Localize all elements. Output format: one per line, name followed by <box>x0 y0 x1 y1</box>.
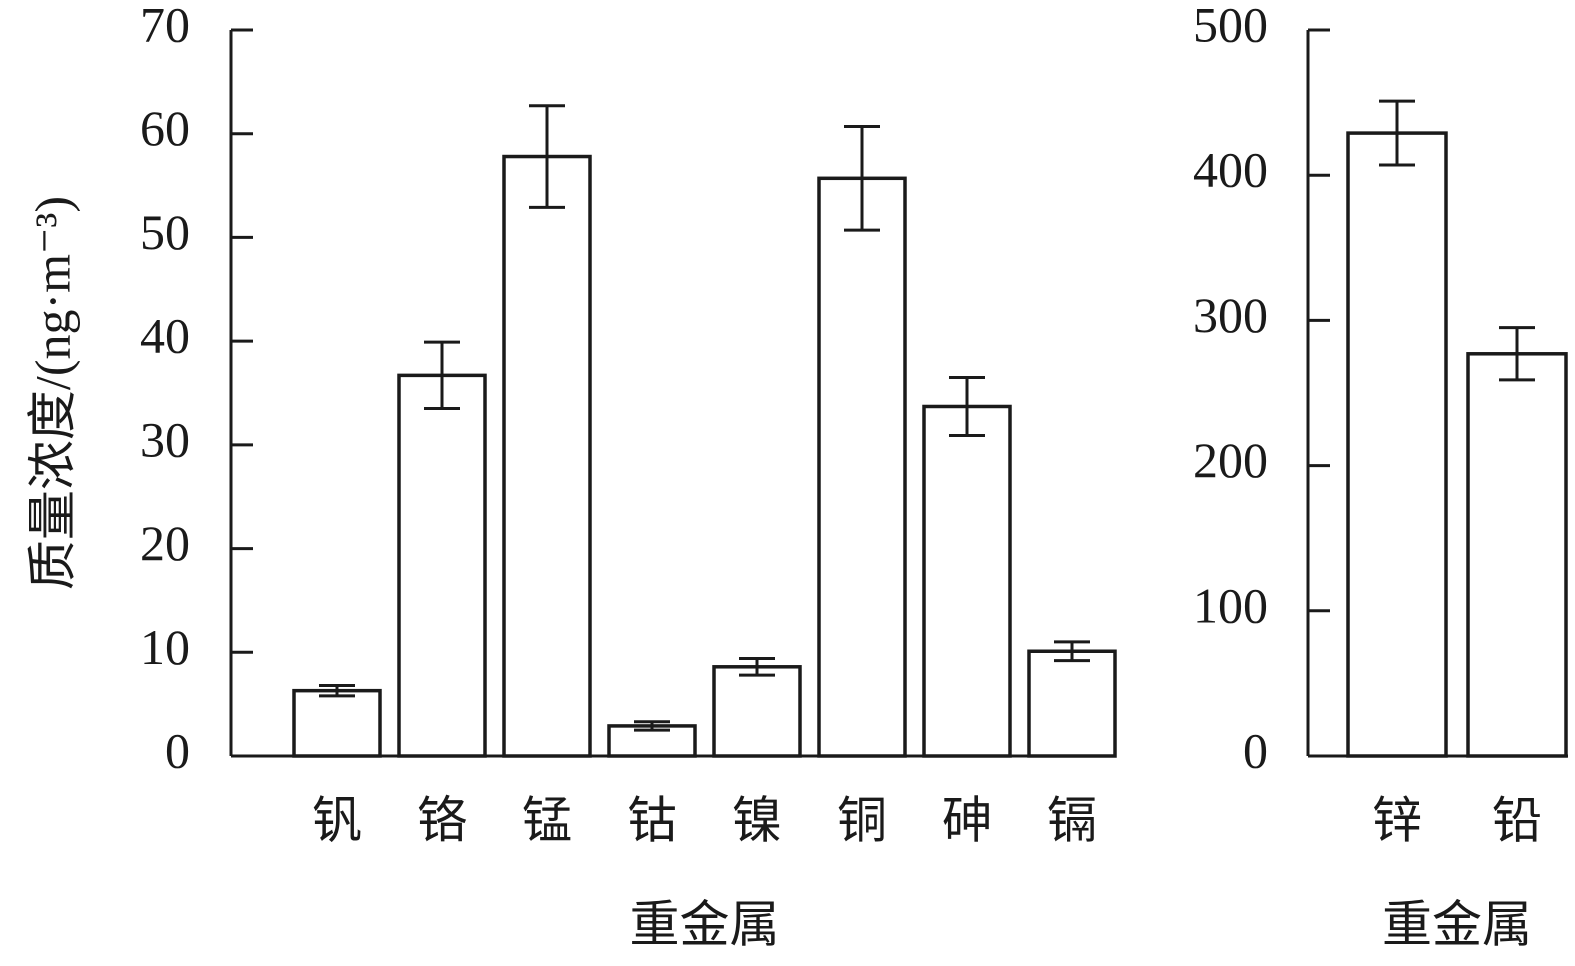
error-bar <box>949 375 985 438</box>
bar <box>712 665 802 758</box>
y-tick-label: 500 <box>1193 0 1268 52</box>
y-tick-label: 70 <box>140 0 190 52</box>
y-tick-label: 0 <box>1243 722 1268 778</box>
x-tick-label: 铬 <box>417 792 467 848</box>
y-axis-label: 质量浓度/(ng·m⁻³) <box>24 196 80 590</box>
y-tick-label: 40 <box>140 308 190 364</box>
x-tick-label: 铜 <box>837 792 887 848</box>
error-bar <box>739 657 775 677</box>
x-tick-label: 钴 <box>627 792 677 848</box>
x-tick-label: 钒 <box>312 792 362 848</box>
error-bar <box>1054 640 1090 663</box>
x-axis-label: 重金属 <box>1382 896 1532 952</box>
bar <box>922 404 1012 758</box>
x-tick-label: 铅 <box>1492 792 1542 848</box>
y-tick-label: 300 <box>1193 287 1268 343</box>
y-tick-label: 100 <box>1193 577 1268 633</box>
y-tick-label: 60 <box>140 100 190 156</box>
y-tick-label: 50 <box>140 204 190 260</box>
y-tick-label: 400 <box>1193 142 1268 198</box>
error-bar <box>634 720 670 732</box>
error-bar <box>1379 99 1415 167</box>
y-tick-label: 0 <box>165 722 190 778</box>
x-tick-label: 锰 <box>522 792 572 848</box>
x-axis-label: 重金属 <box>630 896 780 952</box>
bar <box>1027 649 1117 758</box>
y-tick-label: 10 <box>140 619 190 675</box>
error-bar <box>319 683 355 698</box>
y-tick-label: 200 <box>1193 432 1268 488</box>
bar <box>817 176 907 758</box>
bar <box>502 154 592 758</box>
error-bar <box>529 104 565 209</box>
x-tick-label: 锌 <box>1372 792 1422 848</box>
error-bar <box>424 340 460 411</box>
error-bar <box>1499 326 1535 382</box>
bar <box>397 373 487 758</box>
bar <box>292 688 382 758</box>
x-tick-label: 砷 <box>942 792 992 848</box>
error-bar <box>844 124 880 232</box>
bar <box>1466 352 1568 758</box>
x-tick-label: 镍 <box>732 792 782 848</box>
x-tick-label: 镉 <box>1047 792 1097 848</box>
bar <box>1346 131 1448 758</box>
y-tick-label: 30 <box>140 411 190 467</box>
y-tick-label: 20 <box>140 515 190 571</box>
